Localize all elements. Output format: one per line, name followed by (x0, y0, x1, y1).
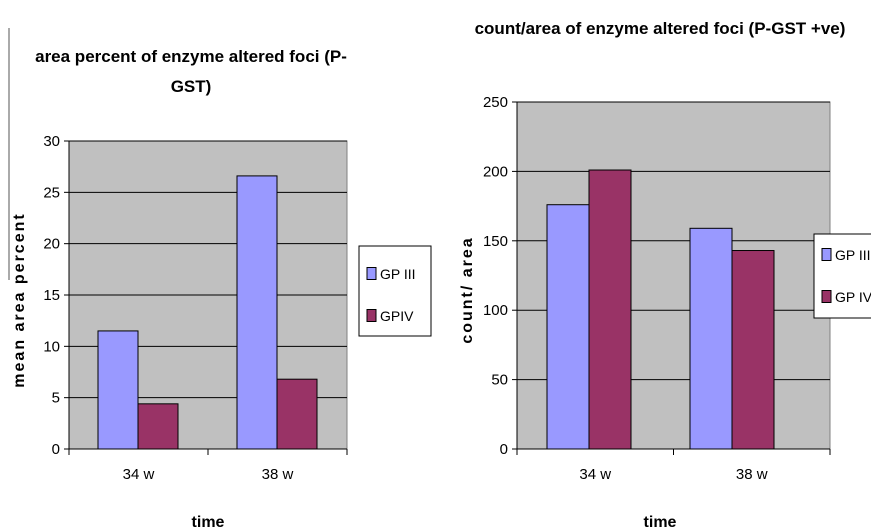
chart-1-y-tick-label: 5 (52, 390, 60, 407)
chart-1-bar-2 (137, 403, 179, 450)
chart-2-legend-label-2: GP IV (835, 289, 871, 305)
chart-1-y-tick-label: 15 (43, 287, 60, 304)
chart-1-bar-2 (276, 378, 318, 450)
chart-1-bar-1 (236, 175, 278, 450)
chart-1-legend-swatch-1 (366, 267, 377, 280)
chart-2-y-tick-label: 100 (483, 302, 508, 319)
chart-2-bar-1 (546, 204, 590, 450)
chart-2-y-tick-label: 50 (491, 372, 508, 389)
chart-1-legend-label-2: GPIV (380, 308, 414, 324)
chart-2-bar-1 (689, 227, 733, 450)
chart-2-title: count/area of enzyme altered foci (P-GST… (475, 19, 846, 38)
chart-1-x-tick-label: 38 w (262, 466, 294, 483)
chart-2-y-tick-label: 200 (483, 163, 508, 180)
chart-2-legend-swatch-2 (821, 290, 832, 303)
chart-1-title-line-1: area percent of enzyme altered foci (P- (35, 47, 347, 66)
chart-1-legend-label-1: GP III (380, 266, 416, 282)
chart-1-x-tick-label: 34 w (123, 466, 155, 483)
chart-1-y-tick-label: 0 (52, 441, 60, 458)
chart-2-x-tick-label: 34 w (579, 466, 611, 483)
chart-2-y-tick-label: 0 (500, 441, 508, 458)
chart-1-x-axis-label: time (192, 514, 225, 531)
chart-1-y-tick-label: 10 (43, 338, 60, 355)
chart-2: count/area of enzyme altered foci (P-GST… (459, 19, 871, 531)
chart-2-bar-2 (588, 169, 632, 450)
chart-1: area percent of enzyme altered foci (P- … (11, 47, 432, 531)
chart-2-legend-swatch-1 (821, 248, 832, 261)
chart-2-y-axis-label: count/ area (459, 236, 476, 343)
chart-2-x-axis-label: time (644, 514, 677, 531)
chart-1-y-tick-label: 25 (43, 184, 60, 201)
chart-1-y-axis-label: mean area percent (11, 212, 28, 387)
chart-2-bar-2 (731, 250, 775, 450)
chart-2-legend-label-1: GP III (835, 247, 871, 263)
chart-1-y-tick-label: 30 (43, 133, 60, 150)
chart-2-x-tick-label: 38 w (736, 466, 768, 483)
chart-2-y-tick-label: 250 (483, 94, 508, 111)
chart-2-y-tick-label: 150 (483, 233, 508, 250)
chart-1-legend-swatch-2 (366, 309, 377, 322)
chart-1-title-line-2: GST) (171, 77, 212, 96)
chart-1-bar-1 (97, 330, 139, 450)
chart-1-y-tick-label: 20 (43, 236, 60, 253)
